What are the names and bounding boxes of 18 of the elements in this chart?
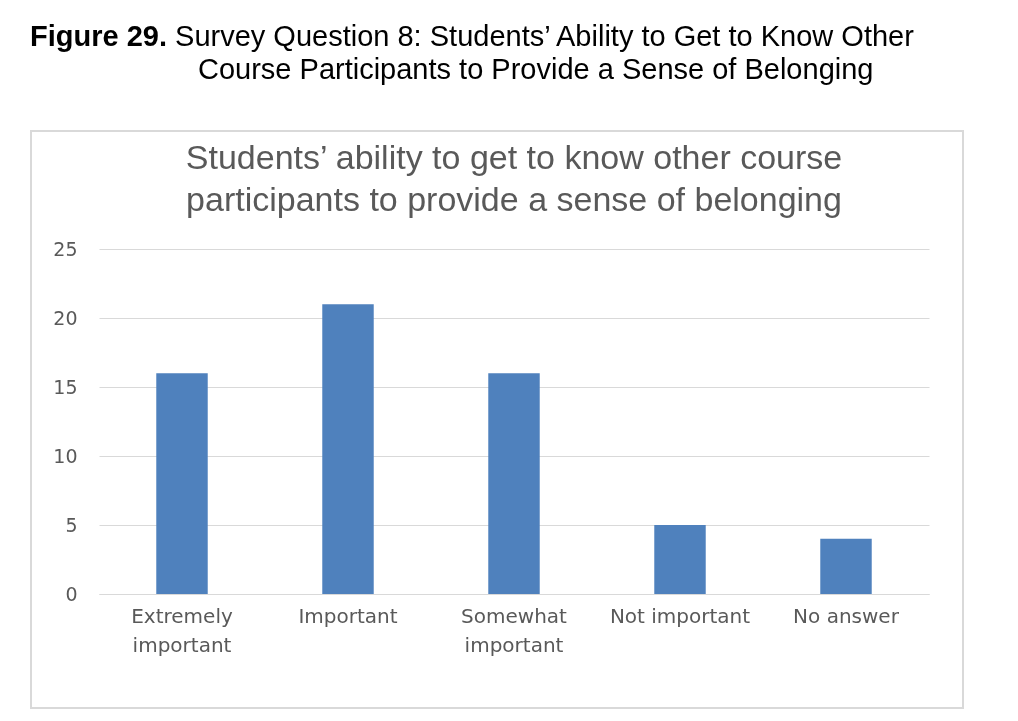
bar	[654, 525, 706, 594]
y-tick-label: 10	[53, 444, 78, 467]
chart-subtitle: Students’ ability to get to know other course participants to provide a sense of belonging	[185, 138, 843, 218]
bar	[488, 373, 540, 594]
y-tick-label: 15	[53, 375, 78, 398]
bar	[156, 373, 208, 594]
y-tick-label: 20	[53, 306, 78, 329]
bar	[322, 304, 374, 594]
x-tick-label: Extremely important	[131, 603, 233, 657]
y-tick-label: 5	[65, 513, 78, 536]
x-tick-label: No answer	[793, 603, 900, 628]
x-tick-label: Somewhat important	[461, 603, 568, 657]
y-tick-label: 0	[65, 582, 78, 605]
x-tick-label: Important	[298, 603, 398, 628]
y-tick-label: 25	[53, 237, 78, 260]
chart-title: Figure 29. Survey Question 8: Students’ Ability to Get to Know Other Course Participants to Provide a Sense of Belonging	[30, 20, 915, 86]
bar	[820, 538, 872, 594]
x-tick-label: Not important	[609, 603, 751, 628]
